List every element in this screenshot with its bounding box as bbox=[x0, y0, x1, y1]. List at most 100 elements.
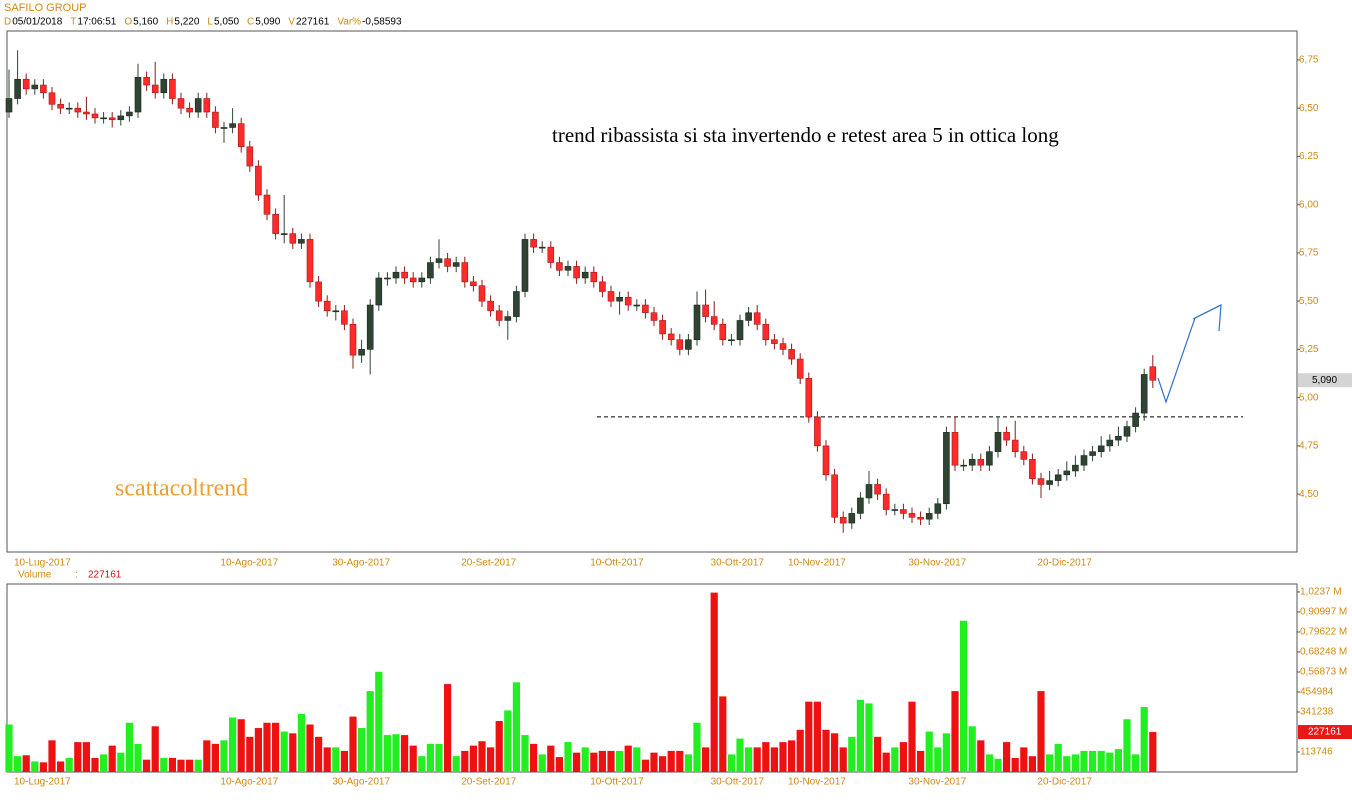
candle-body bbox=[1140, 374, 1148, 414]
candle-body bbox=[779, 343, 787, 350]
candle-body bbox=[805, 378, 813, 418]
candle-body bbox=[48, 92, 56, 105]
candle-body bbox=[65, 107, 73, 110]
volume-bar bbox=[727, 754, 735, 772]
volume-panel bbox=[6, 583, 1298, 773]
candle-body bbox=[616, 296, 623, 302]
volume-bar bbox=[117, 752, 125, 772]
candle-body bbox=[951, 432, 959, 466]
last-price-box bbox=[1298, 373, 1352, 388]
volume-bar bbox=[366, 691, 374, 772]
candle-body bbox=[134, 77, 142, 113]
volume-bar bbox=[796, 729, 804, 772]
candle-body bbox=[349, 324, 357, 356]
x-tick-label: 10-Nov-2017 bbox=[788, 558, 846, 569]
candle-body bbox=[478, 285, 486, 302]
volume-bar bbox=[925, 731, 933, 772]
candle-body bbox=[117, 115, 125, 121]
candle-body bbox=[470, 281, 477, 287]
y-tick-label: 5,50 bbox=[1299, 296, 1319, 307]
candle-body bbox=[212, 111, 219, 128]
candle-body bbox=[1046, 480, 1053, 485]
volume-bar bbox=[977, 740, 985, 772]
volume-bar bbox=[91, 757, 99, 772]
annotation: trend ribassista si sta invertendo e ret… bbox=[552, 123, 1059, 147]
candle-body bbox=[590, 271, 598, 283]
volume-bar bbox=[848, 736, 856, 772]
volume-bar bbox=[48, 740, 56, 772]
candle-body bbox=[977, 459, 985, 466]
candle-body bbox=[246, 146, 254, 167]
x-tick-label: 10-Ott-2017 bbox=[590, 777, 644, 788]
x-tick-label: 20-Set-2017 bbox=[461, 777, 516, 788]
candle-body bbox=[538, 246, 546, 249]
candle-body bbox=[624, 296, 632, 306]
y-tick-label: 4,75 bbox=[1299, 441, 1319, 452]
volume-bar bbox=[1071, 754, 1079, 772]
volume-bar bbox=[134, 743, 142, 772]
candle-body bbox=[298, 239, 305, 244]
volume-bar bbox=[358, 728, 366, 772]
candle-body bbox=[736, 320, 744, 341]
volume-bar bbox=[487, 747, 495, 772]
volume-bar bbox=[452, 756, 460, 772]
volume-bar bbox=[168, 757, 176, 772]
volume-bar bbox=[160, 757, 168, 772]
volume-bar bbox=[220, 740, 228, 772]
candle-body bbox=[306, 239, 314, 283]
volume-bar bbox=[590, 752, 598, 772]
volume-bar bbox=[564, 742, 572, 772]
volume-bar bbox=[676, 750, 684, 772]
volume-bar bbox=[831, 733, 839, 772]
candle-body bbox=[676, 339, 684, 350]
candle-body bbox=[31, 84, 39, 90]
volume-bar bbox=[186, 759, 194, 772]
candle-body bbox=[461, 262, 469, 283]
x-tick-label: 30-Ott-2017 bbox=[711, 777, 765, 788]
volume-bar bbox=[383, 735, 391, 772]
volume-bar bbox=[598, 750, 606, 772]
candle-body bbox=[986, 451, 993, 466]
field-key: T bbox=[70, 17, 76, 28]
volume-bar bbox=[942, 733, 950, 772]
volume-label: Volume bbox=[18, 570, 52, 581]
volume-bar bbox=[770, 747, 778, 772]
volume-tick-label: 0,68248 M bbox=[1300, 647, 1347, 658]
field-value: 17:06:51 bbox=[77, 17, 116, 28]
volume-bar bbox=[960, 620, 968, 772]
x-tick-label: 10-Nov-2017 bbox=[788, 777, 846, 788]
candle-body bbox=[1089, 451, 1096, 456]
candle-body bbox=[788, 349, 795, 360]
volume-bar bbox=[409, 745, 417, 772]
candle-body bbox=[203, 98, 211, 113]
candle-body bbox=[444, 258, 451, 267]
candle-body bbox=[332, 310, 340, 313]
volume-bar bbox=[31, 761, 39, 772]
symbol: SAFILO GROUP bbox=[4, 2, 87, 14]
volume-bar bbox=[194, 759, 202, 772]
volume-bar bbox=[951, 691, 959, 772]
volume-bar bbox=[891, 747, 899, 772]
candle-body bbox=[556, 262, 563, 271]
field-value: 5,220 bbox=[174, 17, 199, 28]
candle-body bbox=[865, 484, 873, 499]
volume-tick-label: 0,79622 M bbox=[1300, 627, 1347, 638]
volume-bar bbox=[237, 719, 245, 772]
volume-bar bbox=[392, 734, 400, 772]
field-key: V bbox=[288, 17, 295, 28]
volume-bar bbox=[624, 745, 632, 772]
candle-body bbox=[83, 111, 90, 115]
volume-current-label: 227161 bbox=[1308, 727, 1342, 738]
volume-tick-label: 1,0237 M bbox=[1300, 587, 1342, 598]
candle-body bbox=[108, 117, 116, 121]
candle-body bbox=[229, 123, 236, 128]
volume-bar bbox=[263, 722, 271, 772]
volume-bar bbox=[788, 740, 796, 772]
volume-bar bbox=[753, 747, 761, 772]
volume-bar bbox=[650, 752, 658, 772]
field-key: Var% bbox=[337, 17, 361, 28]
candle-body bbox=[435, 258, 443, 263]
volume-bar bbox=[22, 755, 30, 772]
candle-body bbox=[771, 339, 778, 344]
